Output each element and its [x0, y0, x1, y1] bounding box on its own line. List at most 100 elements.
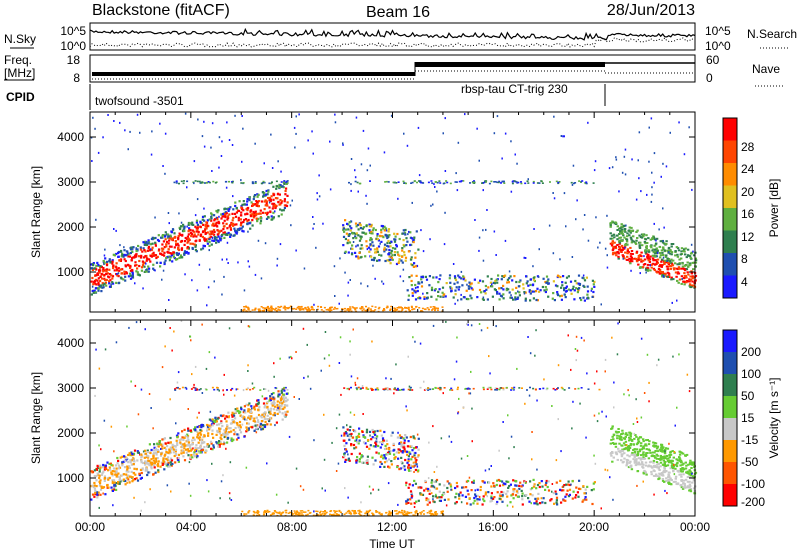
echo-dot [164, 455, 166, 457]
echo-dot [197, 432, 199, 434]
echo-dot [228, 208, 230, 210]
echo-dot [427, 307, 429, 309]
echo-dot [125, 474, 127, 476]
echo-dot [160, 262, 162, 264]
cpid-label: CPID [6, 90, 35, 104]
echo-dot [419, 297, 421, 299]
echo-dot [516, 485, 518, 487]
echo-dot [374, 251, 376, 253]
echo-dot [626, 239, 628, 241]
echo-dot [304, 268, 306, 270]
echo-dot [214, 231, 216, 233]
echo-dot [220, 217, 222, 219]
echo-dot [294, 127, 296, 129]
echo-dot [294, 147, 296, 149]
echo-dot [496, 484, 498, 486]
echo-dot [195, 444, 197, 446]
echo-dot [336, 513, 338, 515]
echo-dot [553, 116, 555, 118]
echo-dot [415, 287, 417, 289]
echo-dot [380, 456, 382, 458]
echo-dot [199, 226, 201, 228]
echo-dot [667, 276, 669, 278]
echo-dot [681, 263, 683, 265]
echo-dot [200, 235, 202, 237]
echo-dot [573, 491, 575, 493]
echo-dot [371, 306, 373, 308]
echo-dot [437, 295, 439, 297]
echo-dot [118, 465, 120, 467]
echo-dot [444, 243, 446, 245]
echo-dot [182, 455, 184, 457]
echo-dot [140, 454, 142, 456]
echo-dot [476, 498, 478, 500]
cpid-panel: CPID twofsound -3501 rbsp-tau CT-trig 23… [6, 82, 605, 110]
echo-dot [345, 229, 347, 231]
echo-dot [372, 245, 374, 247]
echo-dot [406, 454, 408, 456]
echo-dot [281, 390, 283, 392]
echo-dot [104, 279, 106, 281]
echo-dot [231, 213, 233, 215]
echo-dot [190, 454, 192, 456]
echo-dot [526, 282, 528, 284]
echo-dot [366, 431, 368, 433]
echo-dot [403, 437, 405, 439]
echo-dot [154, 466, 156, 468]
echo-dot [435, 288, 437, 290]
echo-dot [93, 496, 95, 498]
echo-dot [99, 482, 101, 484]
echo-dot [218, 167, 220, 169]
echo-dot [247, 512, 249, 514]
echo-dot [671, 466, 673, 468]
echo-dot [387, 389, 389, 391]
echo-dot [254, 430, 256, 432]
echo-dot [385, 445, 387, 447]
echo-dot [142, 467, 144, 469]
echo-dot [666, 455, 668, 457]
echo-dot [496, 282, 498, 284]
echo-dot [181, 234, 183, 236]
echo-dot [635, 258, 637, 260]
echo-dot [233, 421, 235, 423]
echo-dot [394, 457, 396, 459]
echo-dot [218, 427, 220, 429]
echo-dot [119, 122, 121, 124]
echo-dot [245, 513, 247, 515]
echo-dot [468, 282, 470, 284]
echo-dot [311, 306, 313, 308]
echo-dot [344, 452, 346, 454]
echo-dot [120, 475, 122, 477]
echo-dot [440, 389, 442, 391]
echo-dot [223, 237, 225, 239]
echo-dot [496, 279, 498, 281]
echo-dot [567, 484, 569, 486]
echo-dot [257, 409, 259, 411]
echo-dot [583, 492, 585, 494]
echo-dot [264, 162, 266, 164]
echo-dot [411, 456, 413, 458]
echo-dot [206, 389, 208, 391]
echo-dot [388, 513, 390, 515]
echo-dot [114, 254, 116, 256]
echo-dot [512, 183, 514, 185]
echo-dot [561, 387, 563, 389]
echo-dot [563, 499, 565, 501]
echo-dot [682, 266, 684, 268]
echo-dot [671, 253, 673, 255]
echo-dot [359, 235, 361, 237]
echo-dot [113, 484, 115, 486]
echo-dot [297, 512, 299, 514]
echo-dot [684, 265, 686, 267]
echo-dot [366, 446, 368, 448]
echo-dot [364, 436, 366, 438]
echo-dot [247, 207, 249, 209]
echo-dot [411, 284, 413, 286]
echo-dot [247, 417, 249, 419]
echo-dot [516, 490, 518, 492]
echo-dot [396, 233, 398, 235]
echo-dot [101, 287, 103, 289]
echo-dot [165, 245, 167, 247]
echo-dot [108, 282, 110, 284]
echo-dot [245, 306, 247, 308]
